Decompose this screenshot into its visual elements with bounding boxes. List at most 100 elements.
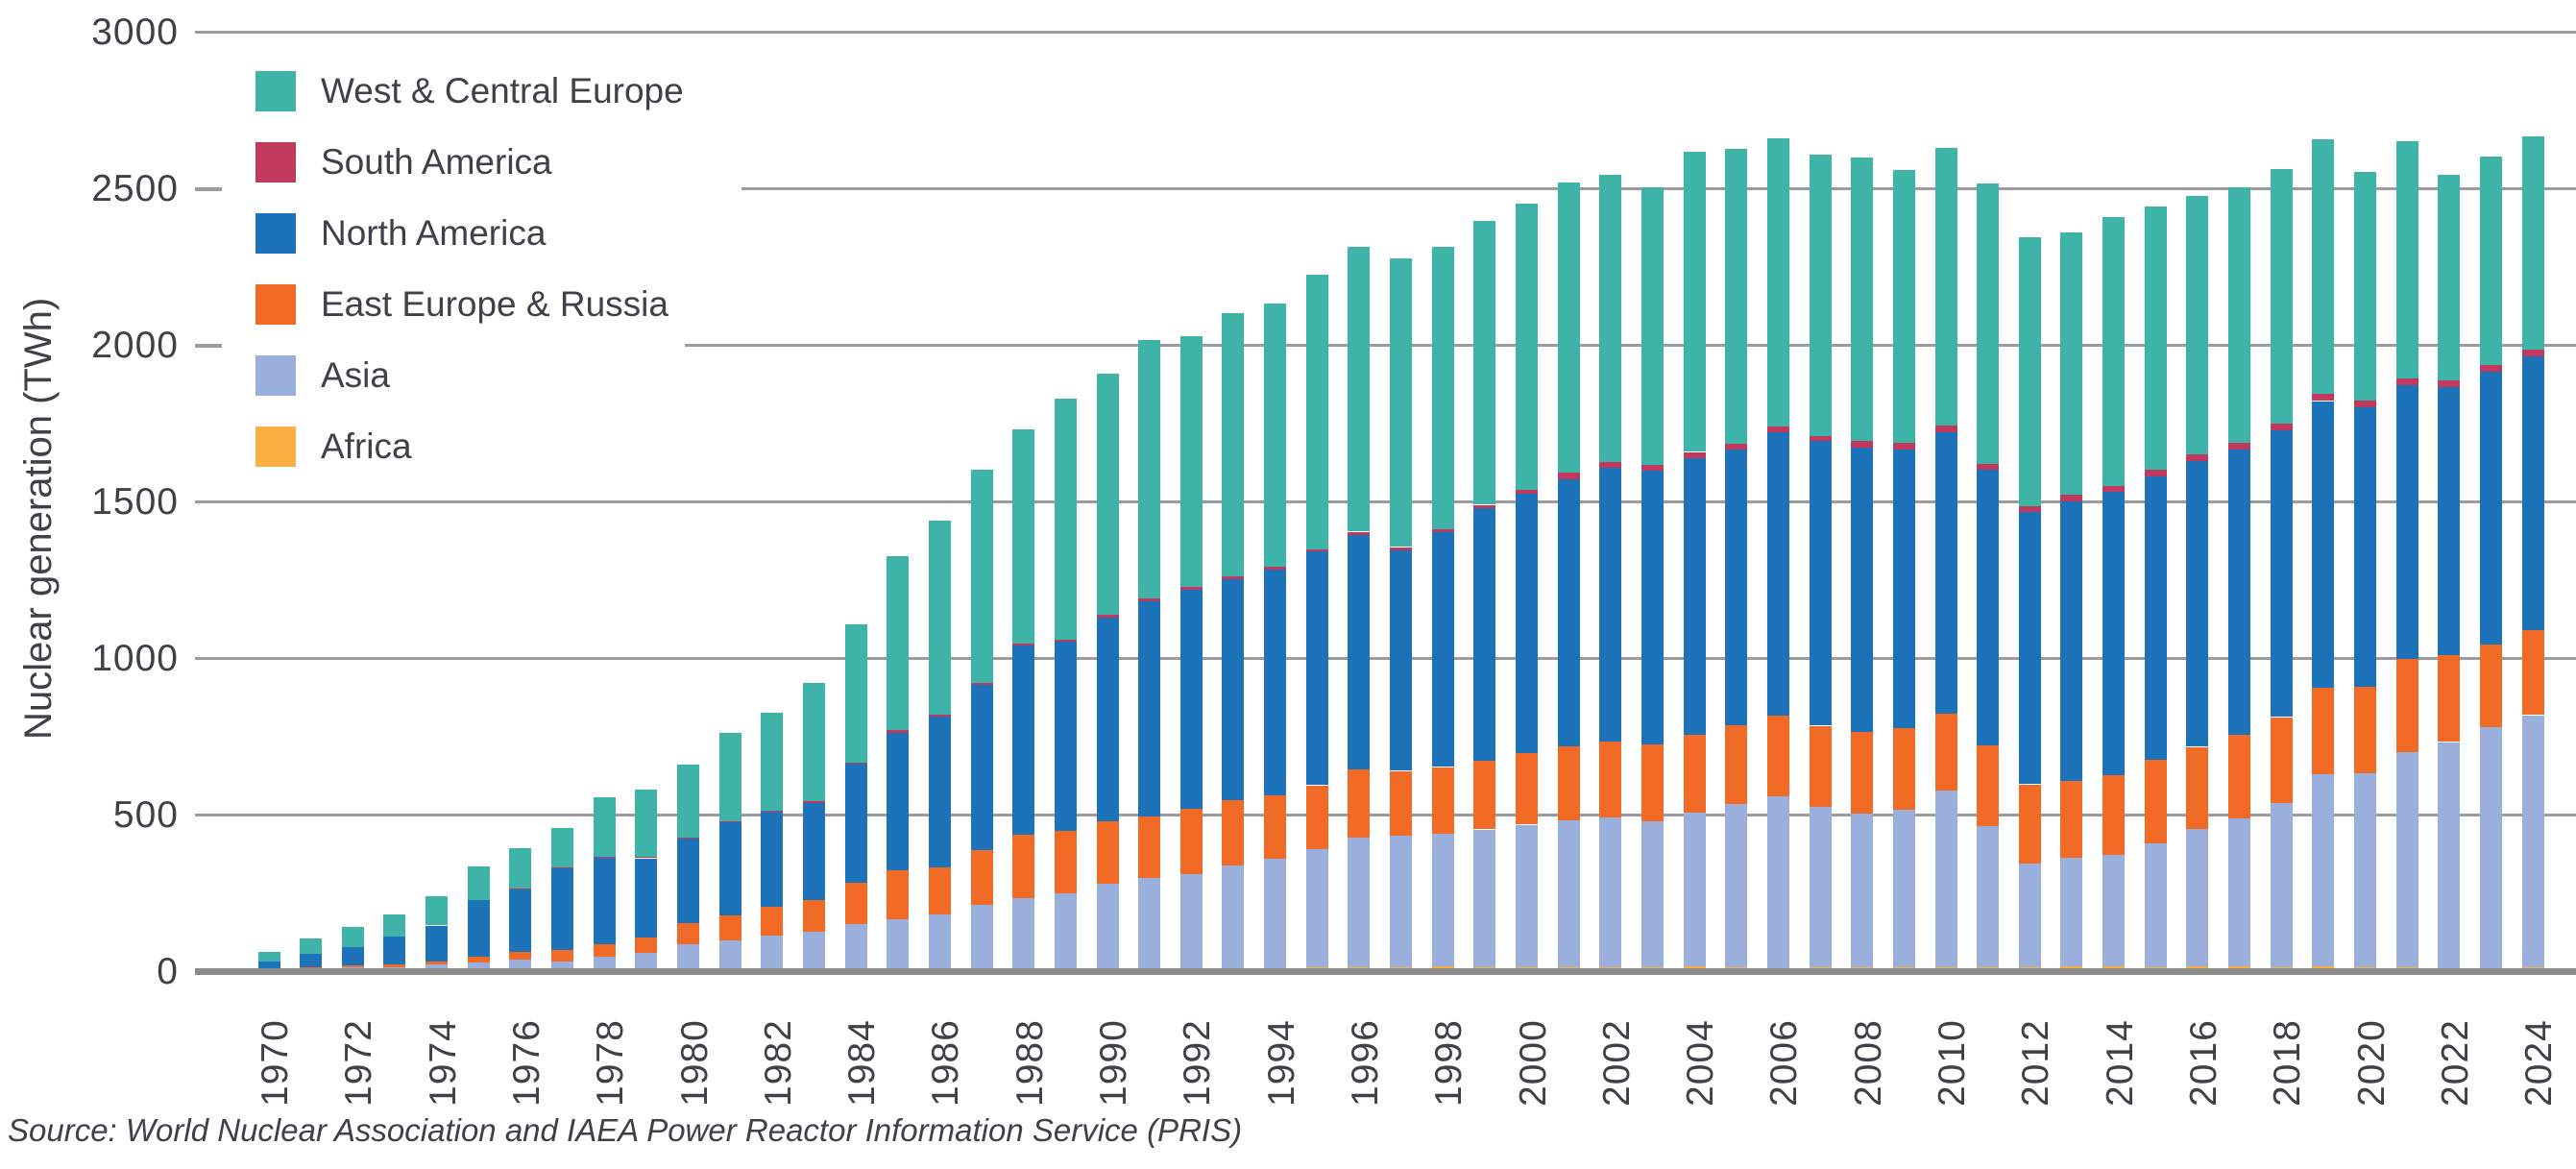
bar-2015-east-europe-russia <box>2145 760 2167 843</box>
bar-2010-north-america <box>1935 432 1957 714</box>
x-tick-2008: 2008 <box>1848 1019 1889 1107</box>
bar-1972-east-europe-russia <box>342 965 364 967</box>
bar-2007-east-europe-russia <box>1810 726 1832 807</box>
bar-1992-south-america <box>1180 587 1203 590</box>
bar-2019-asia <box>2312 773 2334 966</box>
bar-1995-west-central-europe <box>1306 275 1328 549</box>
bar-2021-north-america <box>2396 384 2418 659</box>
bar-1997-east-europe-russia <box>1390 771 1412 836</box>
bar-1970-north-america <box>258 962 280 968</box>
bar-1980-asia <box>677 941 699 968</box>
bar-2009-east-europe-russia <box>1893 728 1915 810</box>
bar-1989-asia <box>1055 893 1077 968</box>
bar-1989-north-america <box>1055 642 1077 831</box>
bar-2013-north-america <box>2060 501 2082 781</box>
bar-2024-asia <box>2522 716 2544 967</box>
bar-2018-asia <box>2271 802 2293 967</box>
bar-2022-west-central-europe <box>2438 175 2460 380</box>
x-tick-1974: 1974 <box>423 1019 464 1107</box>
bar-2019-east-europe-russia <box>2312 688 2334 774</box>
bar-1997-west-central-europe <box>1390 258 1412 547</box>
bar-2006-north-america <box>1767 432 1789 716</box>
bar-2003-west-central-europe <box>1641 187 1664 465</box>
bar-1987-asia <box>971 904 993 968</box>
bar-1982-north-america <box>761 812 783 907</box>
legend-label: West & Central Europe <box>321 71 684 110</box>
bar-2000-asia <box>1516 825 1538 967</box>
bar-2001-south-america <box>1558 473 1580 479</box>
bar-2001-west-central-europe <box>1558 183 1580 473</box>
bar-1986-east-europe-russia <box>929 867 951 914</box>
bar-1996-east-europe-russia <box>1348 769 1370 838</box>
bar-2004-east-europe-russia <box>1684 734 1706 813</box>
bar-1997-north-america <box>1390 549 1412 770</box>
bar-1977-west-central-europe <box>551 828 573 867</box>
bar-1990-asia <box>1097 883 1119 968</box>
bar-2011-south-america <box>1977 463 1999 470</box>
bar-1970-west-central-europe <box>258 952 280 962</box>
bar-1991-south-america <box>1138 598 1160 601</box>
bar-1999-south-america <box>1473 505 1495 508</box>
y-tick-2500: 2500 <box>91 168 179 209</box>
bar-2014-west-central-europe <box>2102 217 2125 486</box>
bar-2016-west-central-europe <box>2186 196 2208 454</box>
bar-2021-west-central-europe <box>2396 141 2418 378</box>
bar-2019-south-america <box>2312 394 2334 401</box>
bar-1976-south-america <box>509 888 531 889</box>
bar-1999-west-central-europe <box>1473 221 1495 504</box>
bar-2023-asia <box>2480 726 2502 968</box>
bar-2021-south-america <box>2396 378 2418 385</box>
bar-2020-east-europe-russia <box>2354 687 2376 773</box>
x-tick-1972: 1972 <box>338 1019 379 1107</box>
bar-1988-south-america <box>1012 644 1034 645</box>
x-tick-2004: 2004 <box>1680 1019 1721 1107</box>
bar-1971-west-central-europe <box>300 938 322 954</box>
bar-1971-north-america <box>300 954 322 967</box>
bar-1982-south-america <box>761 810 783 812</box>
bar-1986-north-america <box>929 717 951 867</box>
bar-1988-asia <box>1012 898 1034 968</box>
x-tick-1978: 1978 <box>590 1019 631 1107</box>
legend-item-west-central-europe: West & Central Europe <box>255 71 684 111</box>
bar-2016-east-europe-russia <box>2186 747 2208 829</box>
bar-2013-south-america <box>2060 495 2082 501</box>
bar-1980-east-europe-russia <box>677 923 699 944</box>
bar-1977-east-europe-russia <box>551 950 573 962</box>
bar-1993-north-america <box>1222 579 1244 800</box>
x-tick-2000: 2000 <box>1513 1019 1554 1107</box>
bar-2022-east-europe-russia <box>2438 654 2460 742</box>
bar-2000-south-america <box>1516 490 1538 494</box>
bar-2007-south-america <box>1810 435 1832 441</box>
bar-1998-east-europe-russia <box>1432 767 1454 834</box>
x-tick-2016: 2016 <box>2183 1019 2224 1107</box>
bar-2023-south-america <box>2480 365 2502 372</box>
bar-1999-asia <box>1473 830 1495 967</box>
bar-1985-west-central-europe <box>887 556 909 730</box>
bar-2000-west-central-europe <box>1516 204 1538 490</box>
bar-2006-west-central-europe <box>1767 138 1789 426</box>
y-tick-1500: 1500 <box>91 481 179 523</box>
x-tick-2022: 2022 <box>2435 1019 2476 1107</box>
bar-1991-east-europe-russia <box>1138 816 1160 878</box>
y-tick-3000: 3000 <box>91 12 179 53</box>
legend-swatch-icon <box>255 355 296 396</box>
bar-2023-west-central-europe <box>2480 157 2502 365</box>
bar-1979-east-europe-russia <box>635 938 657 953</box>
bar-1993-west-central-europe <box>1222 313 1244 576</box>
y-tick-500: 500 <box>112 794 179 836</box>
bar-1974-asia <box>425 962 448 968</box>
bar-1993-south-america <box>1222 576 1244 579</box>
bar-1995-south-america <box>1306 548 1328 551</box>
legend-swatch-icon <box>255 71 296 111</box>
bar-2019-north-america <box>2312 402 2334 688</box>
legend-label: Asia <box>321 355 390 395</box>
x-tick-1970: 1970 <box>255 1019 296 1107</box>
bar-2008-east-europe-russia <box>1851 732 1873 814</box>
bar-1982-asia <box>761 933 783 968</box>
bar-1986-south-america <box>929 715 951 717</box>
gridline-500 <box>195 814 2576 816</box>
bar-1977-asia <box>551 959 573 968</box>
x-axis-line <box>195 968 2576 975</box>
bar-2024-west-central-europe <box>2522 136 2544 350</box>
bar-1993-east-europe-russia <box>1222 800 1244 865</box>
